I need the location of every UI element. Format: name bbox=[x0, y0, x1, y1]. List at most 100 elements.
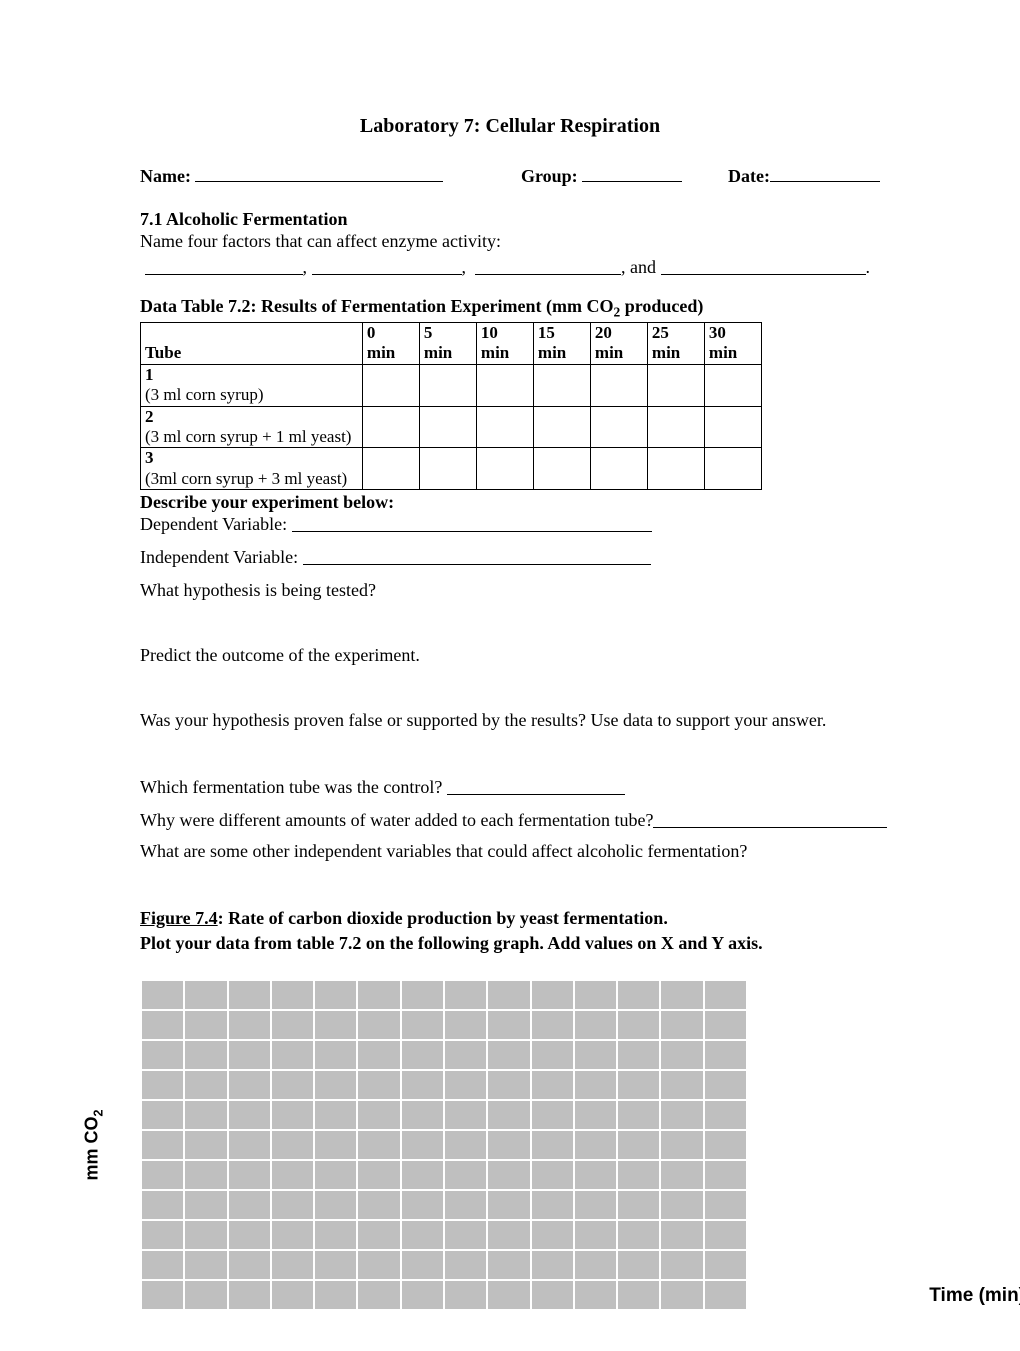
grid-cell[interactable] bbox=[184, 980, 227, 1010]
grid-cell[interactable] bbox=[487, 1220, 530, 1250]
cell[interactable] bbox=[362, 406, 419, 448]
cell[interactable] bbox=[704, 448, 761, 490]
cell[interactable] bbox=[647, 406, 704, 448]
grid-cell[interactable] bbox=[531, 1040, 574, 1070]
grid-cell[interactable] bbox=[271, 1250, 314, 1280]
grid-cell[interactable] bbox=[487, 1250, 530, 1280]
plot-grid[interactable] bbox=[140, 979, 748, 1311]
grid-cell[interactable] bbox=[228, 1100, 271, 1130]
grid-cell[interactable] bbox=[444, 1010, 487, 1040]
cell[interactable] bbox=[533, 406, 590, 448]
grid-cell[interactable] bbox=[357, 1100, 400, 1130]
grid-cell[interactable] bbox=[271, 980, 314, 1010]
grid-cell[interactable] bbox=[314, 1040, 357, 1070]
grid-cell[interactable] bbox=[531, 1220, 574, 1250]
grid-cell[interactable] bbox=[357, 1160, 400, 1190]
grid-cell[interactable] bbox=[141, 1070, 184, 1100]
grid-cell[interactable] bbox=[228, 1010, 271, 1040]
grid-cell[interactable] bbox=[574, 1280, 617, 1310]
grid-cell[interactable] bbox=[184, 1010, 227, 1040]
grid-cell[interactable] bbox=[444, 1220, 487, 1250]
factor-4-blank[interactable] bbox=[661, 257, 866, 275]
grid-cell[interactable] bbox=[357, 1010, 400, 1040]
grid-cell[interactable] bbox=[617, 1100, 660, 1130]
cell[interactable] bbox=[590, 448, 647, 490]
grid-cell[interactable] bbox=[141, 1010, 184, 1040]
factor-3-blank[interactable] bbox=[475, 257, 621, 275]
cell[interactable] bbox=[476, 406, 533, 448]
grid-cell[interactable] bbox=[357, 1220, 400, 1250]
grid-cell[interactable] bbox=[617, 1010, 660, 1040]
grid-cell[interactable] bbox=[141, 1250, 184, 1280]
grid-cell[interactable] bbox=[617, 1070, 660, 1100]
grid-cell[interactable] bbox=[704, 1190, 747, 1220]
cell[interactable] bbox=[476, 364, 533, 406]
grid-cell[interactable] bbox=[141, 1280, 184, 1310]
grid-cell[interactable] bbox=[704, 1100, 747, 1130]
grid-cell[interactable] bbox=[617, 1220, 660, 1250]
grid-cell[interactable] bbox=[660, 1160, 703, 1190]
grid-cell[interactable] bbox=[617, 1250, 660, 1280]
cell[interactable] bbox=[533, 364, 590, 406]
grid-cell[interactable] bbox=[401, 1280, 444, 1310]
dep-var-blank[interactable] bbox=[292, 531, 652, 532]
grid-cell[interactable] bbox=[660, 1220, 703, 1250]
grid-cell[interactable] bbox=[141, 1100, 184, 1130]
grid-cell[interactable] bbox=[574, 1220, 617, 1250]
grid-cell[interactable] bbox=[487, 1160, 530, 1190]
grid-cell[interactable] bbox=[271, 1010, 314, 1040]
grid-cell[interactable] bbox=[704, 1040, 747, 1070]
grid-cell[interactable] bbox=[574, 980, 617, 1010]
grid-cell[interactable] bbox=[574, 1250, 617, 1280]
grid-cell[interactable] bbox=[704, 1070, 747, 1100]
grid-cell[interactable] bbox=[617, 1190, 660, 1220]
grid-cell[interactable] bbox=[357, 1280, 400, 1310]
grid-cell[interactable] bbox=[228, 1040, 271, 1070]
cell[interactable] bbox=[419, 406, 476, 448]
grid-cell[interactable] bbox=[401, 1040, 444, 1070]
grid-cell[interactable] bbox=[660, 1070, 703, 1100]
grid-cell[interactable] bbox=[487, 1040, 530, 1070]
cell[interactable] bbox=[647, 448, 704, 490]
grid-cell[interactable] bbox=[531, 1070, 574, 1100]
grid-cell[interactable] bbox=[228, 1070, 271, 1100]
grid-cell[interactable] bbox=[574, 1160, 617, 1190]
grid-cell[interactable] bbox=[704, 1160, 747, 1190]
grid-cell[interactable] bbox=[487, 1070, 530, 1100]
grid-cell[interactable] bbox=[184, 1040, 227, 1070]
grid-cell[interactable] bbox=[271, 1070, 314, 1100]
cell[interactable] bbox=[704, 364, 761, 406]
grid-cell[interactable] bbox=[141, 1190, 184, 1220]
grid-cell[interactable] bbox=[401, 1220, 444, 1250]
grid-cell[interactable] bbox=[184, 1130, 227, 1160]
grid-cell[interactable] bbox=[487, 1280, 530, 1310]
indep-var-blank[interactable] bbox=[303, 564, 651, 565]
grid-cell[interactable] bbox=[228, 1160, 271, 1190]
grid-cell[interactable] bbox=[271, 1040, 314, 1070]
group-blank[interactable] bbox=[582, 164, 682, 182]
cell[interactable] bbox=[419, 364, 476, 406]
grid-cell[interactable] bbox=[574, 1190, 617, 1220]
grid-cell[interactable] bbox=[184, 1160, 227, 1190]
cell[interactable] bbox=[533, 448, 590, 490]
grid-cell[interactable] bbox=[617, 980, 660, 1010]
factor-1-blank[interactable] bbox=[145, 257, 303, 275]
grid-cell[interactable] bbox=[314, 1010, 357, 1040]
grid-cell[interactable] bbox=[574, 1040, 617, 1070]
grid-cell[interactable] bbox=[531, 1160, 574, 1190]
grid-cell[interactable] bbox=[314, 1070, 357, 1100]
grid-cell[interactable] bbox=[184, 1100, 227, 1130]
grid-cell[interactable] bbox=[660, 980, 703, 1010]
grid-cell[interactable] bbox=[184, 1250, 227, 1280]
grid-cell[interactable] bbox=[141, 1160, 184, 1190]
grid-cell[interactable] bbox=[141, 1220, 184, 1250]
grid-cell[interactable] bbox=[444, 1100, 487, 1130]
grid-cell[interactable] bbox=[574, 1100, 617, 1130]
grid-cell[interactable] bbox=[314, 1280, 357, 1310]
grid-cell[interactable] bbox=[271, 1280, 314, 1310]
grid-cell[interactable] bbox=[314, 1250, 357, 1280]
grid-cell[interactable] bbox=[271, 1190, 314, 1220]
grid-cell[interactable] bbox=[531, 1100, 574, 1130]
cell[interactable] bbox=[647, 364, 704, 406]
grid-cell[interactable] bbox=[704, 1010, 747, 1040]
